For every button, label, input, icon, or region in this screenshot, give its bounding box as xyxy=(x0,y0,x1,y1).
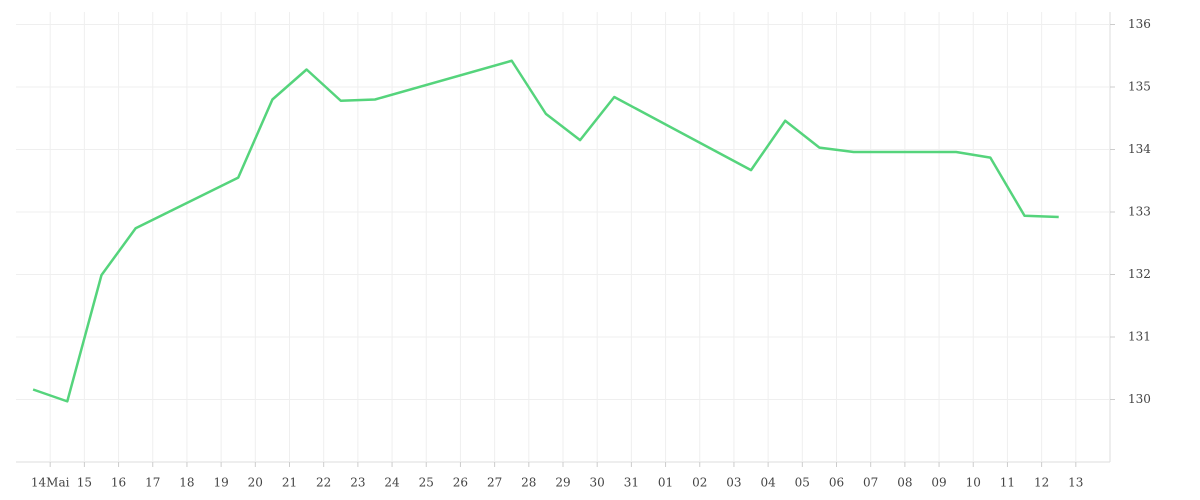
x-tick-label: 01 xyxy=(658,476,673,490)
x-tick-label: 13 xyxy=(1068,476,1083,490)
x-tick-label: 11 xyxy=(1000,476,1015,490)
x-tick-label: 21 xyxy=(282,476,297,490)
x-tick-label: 26 xyxy=(453,476,468,490)
x-tick-label: 19 xyxy=(213,476,228,490)
x-tick-label: 04 xyxy=(760,476,776,490)
y-tick-label: 133 xyxy=(1128,205,1151,219)
y-tick-label: 132 xyxy=(1128,267,1151,281)
x-tick-label: 17 xyxy=(145,476,160,490)
x-tick-label: 22 xyxy=(316,476,331,490)
x-tick-label: 03 xyxy=(726,476,741,490)
y-tick-label: 130 xyxy=(1128,392,1151,406)
y-tick-label: 135 xyxy=(1128,80,1151,94)
x-tick-label: 18 xyxy=(179,476,194,490)
x-tick-label: 29 xyxy=(555,476,570,490)
x-tick-label: 31 xyxy=(624,476,639,490)
x-tick-label: 25 xyxy=(419,476,434,490)
x-tick-label: 12 xyxy=(1034,476,1049,490)
y-tick-label: 134 xyxy=(1128,142,1151,156)
x-tick-label: 09 xyxy=(931,476,946,490)
data-line xyxy=(32,59,1059,403)
x-tick-label: 05 xyxy=(795,476,810,490)
x-tick-label: 15 xyxy=(77,476,92,490)
x-tick-label: 02 xyxy=(692,476,707,490)
x-tick-label: 16 xyxy=(111,476,126,490)
x-tick-label: 30 xyxy=(590,476,605,490)
y-tick-label: 136 xyxy=(1128,17,1151,31)
x-tick-label: 27 xyxy=(487,476,502,490)
y-tick-label: 131 xyxy=(1128,330,1151,344)
x-tick-label: 20 xyxy=(248,476,263,490)
x-tick-label: 10 xyxy=(966,476,981,490)
x-tick-label: 07 xyxy=(863,476,878,490)
x-tick-label: 28 xyxy=(521,476,536,490)
x-tick-label: 23 xyxy=(350,476,365,490)
x-tick-label: 14Mai xyxy=(31,476,70,490)
x-tick-label: 08 xyxy=(897,476,912,490)
x-tick-label: 06 xyxy=(829,476,844,490)
x-tick-label: 24 xyxy=(384,476,400,490)
